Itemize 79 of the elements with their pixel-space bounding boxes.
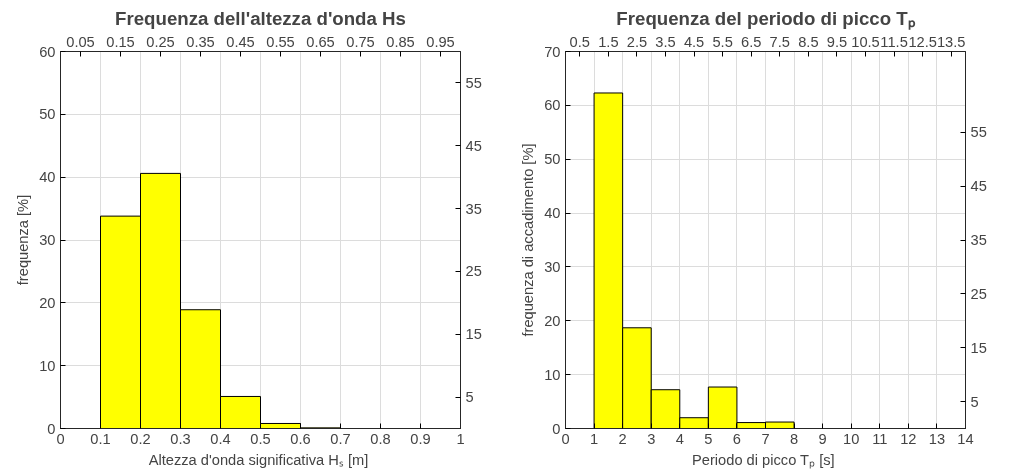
x-tick-label: 8 bbox=[790, 430, 799, 447]
y-tick-label: 60 bbox=[544, 97, 561, 114]
y-tick-label: 50 bbox=[544, 151, 561, 168]
x2-tick-label: 8.5 bbox=[798, 33, 819, 50]
y-tick-label: 10 bbox=[39, 357, 56, 374]
x2-tick-label: 0.65 bbox=[306, 33, 335, 50]
x-tick-label: 14 bbox=[957, 430, 974, 447]
x-tick-label: 10 bbox=[843, 430, 860, 447]
x2-tick-label: 9.5 bbox=[826, 33, 848, 50]
y2-tick-label: 35 bbox=[970, 232, 987, 248]
x2-tick-label: 6.5 bbox=[741, 33, 762, 50]
x2-tick-label: 0.85 bbox=[386, 33, 415, 50]
x2-tick-label: 0.25 bbox=[146, 33, 175, 50]
y-tick-label: 20 bbox=[544, 312, 561, 329]
x2-tick-label: 1.5 bbox=[598, 33, 619, 50]
x2-tick-label: 0.5 bbox=[569, 33, 590, 50]
x2-tick-label: 7.5 bbox=[769, 33, 790, 50]
y2-tick-label: 45 bbox=[970, 178, 987, 195]
y2-tick-label: 25 bbox=[970, 285, 987, 302]
x-tick-label: 6 bbox=[732, 430, 742, 447]
y-tick-label: 60 bbox=[39, 43, 56, 60]
y2-tick-label: 25 bbox=[465, 263, 482, 280]
x-tick-label: 3 bbox=[647, 430, 656, 447]
x-tick-label: 0.3 bbox=[170, 430, 191, 447]
x2-tick-label: 0.95 bbox=[426, 33, 455, 50]
y2-tick-label: 45 bbox=[465, 137, 482, 154]
y-tick-label: 70 bbox=[544, 43, 561, 60]
x-tick-label: 0.4 bbox=[210, 430, 231, 447]
y-tick-label: 50 bbox=[39, 106, 56, 123]
y2-tick-label: 35 bbox=[465, 200, 482, 217]
chart-title: Frequenza del periodo di picco Tₚ bbox=[616, 7, 916, 30]
x2-tick-label: 0.75 bbox=[346, 33, 375, 50]
x2-tick-label: 4.5 bbox=[683, 33, 705, 50]
y-axis-title: frequenza [%] bbox=[15, 194, 32, 286]
y2-tick-label: 5 bbox=[970, 393, 979, 410]
y-tick-label: 40 bbox=[39, 169, 56, 186]
y-tick-label: 10 bbox=[544, 366, 561, 383]
y2-tick-label: 55 bbox=[465, 74, 482, 91]
y-tick-label: 40 bbox=[544, 205, 561, 222]
x-axis-title: Altezza d'onda significativa Hₛ [m] bbox=[148, 451, 369, 468]
x-tick-label: 7 bbox=[761, 430, 770, 447]
x-tick-label: 13 bbox=[928, 430, 946, 447]
x-tick-label: 0.5 bbox=[250, 430, 271, 447]
x2-tick-label: 12.5 bbox=[908, 33, 937, 50]
x-tick-label: 1 bbox=[456, 430, 465, 447]
x2-tick-label: 13.5 bbox=[936, 33, 966, 50]
y2-tick-label: 15 bbox=[465, 326, 482, 343]
x2-tick-label: 0.35 bbox=[186, 33, 215, 50]
x-tick-label: 0.7 bbox=[330, 430, 351, 447]
y-tick-label: 30 bbox=[39, 232, 56, 248]
y-axis-title: frequenza di accadimento [%] bbox=[520, 143, 537, 337]
y2-tick-label: 5 bbox=[465, 389, 474, 406]
x2-tick-label: 11.5 bbox=[880, 33, 908, 50]
x2-tick-label: 0.55 bbox=[266, 33, 295, 50]
x-tick-label: 5 bbox=[704, 430, 713, 447]
x2-tick-label: 10.5 bbox=[851, 33, 880, 50]
y2-tick-label: 55 bbox=[970, 124, 987, 141]
chart-title: Frequenza dell'altezza d'onda Hs bbox=[115, 7, 406, 29]
x-tick-label: 4 bbox=[675, 430, 684, 447]
x2-tick-label: 3.5 bbox=[655, 33, 676, 50]
x-tick-label: 1 bbox=[590, 430, 599, 447]
x2-tick-label: 0.05 bbox=[66, 33, 95, 50]
x-tick-label: 0.8 bbox=[370, 430, 391, 447]
x-tick-label: 9 bbox=[818, 430, 827, 447]
x-tick-label: 0.9 bbox=[410, 430, 431, 447]
x-tick-label: 0.2 bbox=[130, 430, 151, 447]
x2-tick-label: 0.15 bbox=[106, 33, 135, 50]
x-tick-label: 11 bbox=[872, 430, 888, 447]
x-axis-title: Periodo di picco Tₚ [s] bbox=[692, 451, 835, 469]
x-tick-label: 0.6 bbox=[290, 430, 311, 447]
y2-tick-label: 15 bbox=[970, 339, 987, 356]
x-tick-label: 12 bbox=[900, 430, 917, 447]
y-tick-label: 20 bbox=[39, 294, 56, 311]
x2-tick-label: 0.45 bbox=[226, 33, 255, 50]
x2-tick-label: 2.5 bbox=[626, 33, 648, 50]
x-tick-label: 2 bbox=[618, 430, 627, 447]
y-tick-label: 30 bbox=[544, 258, 561, 275]
x2-tick-label: 5.5 bbox=[712, 33, 733, 50]
x-tick-label: 0.1 bbox=[90, 430, 111, 447]
